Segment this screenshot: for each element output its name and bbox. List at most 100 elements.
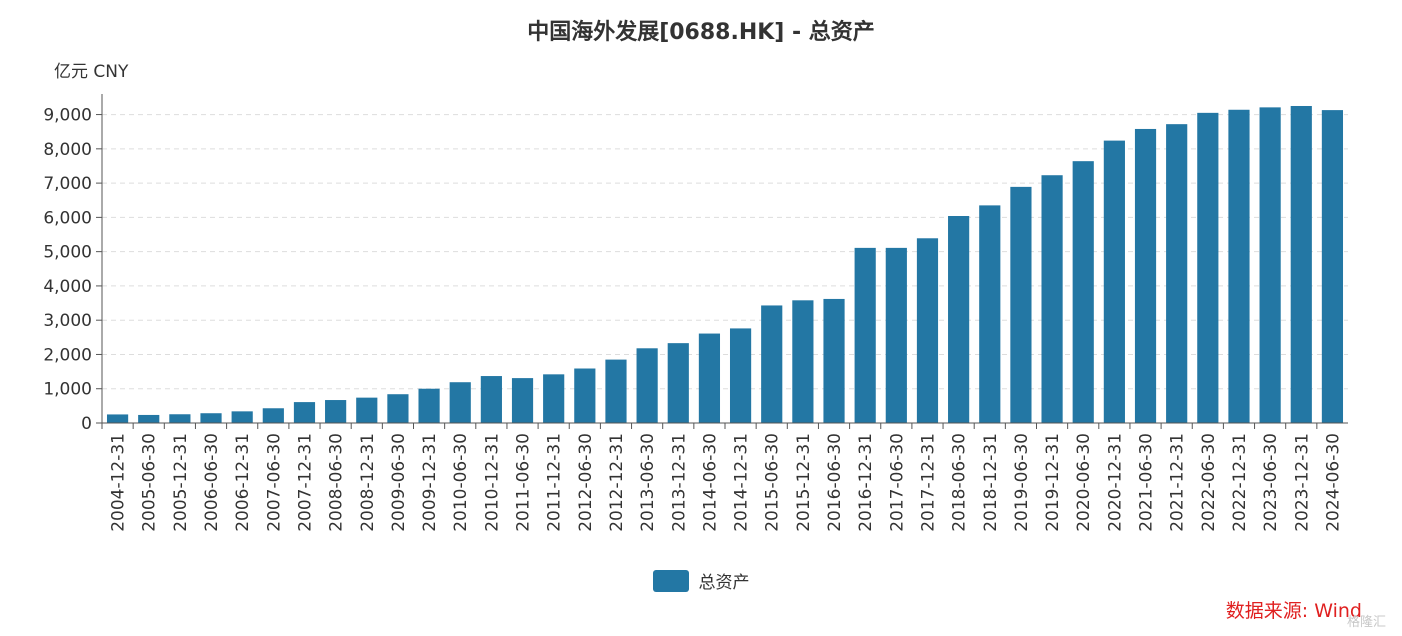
bar-2020-06-30[interactable]	[1072, 161, 1094, 423]
bar-2011-12-31[interactable]	[543, 374, 565, 423]
x-tick-label: 2013-06-30	[638, 433, 658, 532]
x-tick-label: 2016-06-30	[825, 433, 845, 532]
bar-2022-06-30[interactable]	[1197, 112, 1219, 423]
x-tick-label: 2018-06-30	[950, 433, 970, 532]
bar-2023-06-30[interactable]	[1259, 107, 1281, 423]
gridlines	[102, 114, 1348, 390]
x-tick-label: 2008-12-31	[358, 433, 378, 532]
x-tick-label: 2006-06-30	[202, 433, 222, 532]
bar-2019-12-31[interactable]	[1041, 175, 1063, 423]
unit-label: 亿元 CNY	[54, 62, 129, 82]
source-note: 数据来源: Wind	[1225, 600, 1362, 622]
x-tick-label: 2013-12-31	[669, 433, 689, 532]
axes	[101, 94, 1348, 424]
bar-2012-12-31[interactable]	[605, 359, 627, 423]
x-tick-label: 2023-12-31	[1292, 433, 1312, 532]
x-tick-label: 2012-06-30	[576, 433, 596, 532]
x-tick-label: 2020-06-30	[1074, 433, 1094, 532]
bar-2017-06-30[interactable]	[885, 247, 907, 423]
x-tick-label: 2004-12-31	[109, 433, 129, 532]
bar-2010-12-31[interactable]	[480, 376, 502, 423]
bar-2014-06-30[interactable]	[698, 333, 721, 423]
x-tick-label: 2010-06-30	[451, 433, 471, 532]
x-tick-label: 2006-12-31	[233, 433, 253, 532]
x-tick-label: 2017-06-30	[887, 433, 907, 532]
x-tick-label: 2009-12-31	[420, 433, 440, 532]
bar-2010-06-30[interactable]	[449, 382, 471, 423]
bar-2015-06-30[interactable]	[761, 305, 783, 423]
x-tick-label: 2022-12-31	[1230, 433, 1250, 532]
x-tick-label: 2015-06-30	[763, 433, 783, 532]
x-tick-label: 2019-06-30	[1012, 433, 1032, 532]
x-tick-label: 2009-06-30	[389, 433, 409, 532]
bar-2004-12-31[interactable]	[106, 414, 129, 423]
x-tick-label: 2023-06-30	[1261, 433, 1281, 532]
y-tick-label: 3,000	[43, 311, 92, 331]
y-tick-labels: 0 1,000 2,000 3,000 4,000 5,000 6,000 7,000 8,00…	[43, 106, 102, 434]
x-tick-label: 2008-06-30	[327, 433, 347, 532]
bar-2021-06-30[interactable]	[1134, 128, 1157, 424]
y-tick-label: 8,000	[43, 140, 92, 160]
y-tick-label: 0	[81, 414, 92, 434]
bar-2022-12-31[interactable]	[1228, 109, 1250, 423]
x-tick-label: 2010-12-31	[482, 433, 502, 532]
x-tick-label: 2018-12-31	[981, 433, 1001, 532]
bar-2014-12-31[interactable]	[729, 328, 752, 423]
bar-2006-06-30[interactable]	[200, 413, 222, 423]
bar-2021-12-31[interactable]	[1166, 124, 1188, 424]
bar-2007-06-30[interactable]	[262, 408, 284, 423]
bar-2009-12-31[interactable]	[418, 388, 440, 423]
x-tick-label: 2021-06-30	[1137, 433, 1157, 532]
bar-2019-06-30[interactable]	[1010, 186, 1032, 423]
legend-swatch	[652, 569, 689, 592]
x-tick-label: 2022-06-30	[1199, 433, 1219, 532]
bar-2015-12-31[interactable]	[792, 300, 814, 423]
bar-2005-12-31[interactable]	[169, 414, 191, 423]
x-tick-label: 2005-12-31	[171, 433, 191, 532]
y-tick-label: 7,000	[43, 174, 92, 194]
bar-2013-12-31[interactable]	[667, 343, 689, 423]
bar-2007-12-31[interactable]	[293, 402, 316, 423]
y-tick-label: 5,000	[43, 243, 92, 263]
y-tick-label: 9,000	[43, 106, 92, 126]
bar-2013-06-30[interactable]	[636, 348, 658, 423]
y-tick-label: 4,000	[43, 277, 92, 297]
bar-2008-12-31[interactable]	[356, 397, 378, 423]
y-tick-label: 1,000	[43, 380, 92, 400]
x-tick-label: 2007-06-30	[264, 433, 284, 532]
bar-2012-06-30[interactable]	[574, 368, 596, 423]
watermark: 格隆汇	[1346, 615, 1386, 630]
x-tick-label: 2020-12-31	[1105, 433, 1125, 532]
x-tick-label: 2014-12-31	[732, 433, 752, 532]
legend[interactable]: 总资产	[0, 568, 1402, 593]
x-tick-label: 2011-06-30	[514, 433, 534, 532]
bar-2008-06-30[interactable]	[325, 400, 347, 423]
x-tick-label: 2012-12-31	[607, 433, 627, 532]
bar-2011-06-30[interactable]	[511, 378, 534, 423]
x-tick-label: 2021-12-31	[1168, 433, 1188, 532]
bar-2024-06-30[interactable]	[1321, 110, 1344, 423]
bar-2023-12-31[interactable]	[1290, 105, 1312, 424]
bar-2020-12-31[interactable]	[1103, 140, 1125, 423]
bar-2016-12-31[interactable]	[854, 247, 876, 423]
bar-2016-06-30[interactable]	[823, 298, 845, 423]
bar-2017-12-31[interactable]	[916, 238, 939, 423]
y-tick-label: 2,000	[43, 345, 92, 365]
x-tick-label: 2017-12-31	[918, 433, 938, 532]
bars	[106, 105, 1344, 424]
bar-2006-12-31[interactable]	[231, 411, 253, 423]
bar-2005-06-30[interactable]	[138, 414, 160, 423]
x-tick-label: 2011-12-31	[545, 433, 565, 532]
legend-label: 总资产	[698, 573, 750, 593]
x-tick-labels: 2004-12-31 2005-06-30 2005-12-31 2006-06-30…	[101, 423, 1343, 532]
x-tick-label: 2015-12-31	[794, 433, 814, 532]
y-tick-label: 6,000	[43, 208, 92, 228]
bar-2018-12-31[interactable]	[979, 205, 1001, 423]
x-tick-label: 2016-12-31	[856, 433, 876, 532]
bar-2018-06-30[interactable]	[948, 216, 970, 423]
bar-2009-06-30[interactable]	[387, 394, 409, 423]
x-tick-label: 2019-12-31	[1043, 433, 1063, 532]
x-tick-label: 2007-12-31	[295, 433, 315, 532]
chart-title: 中国海外发展[0688.HK] - 总资产	[527, 20, 875, 45]
